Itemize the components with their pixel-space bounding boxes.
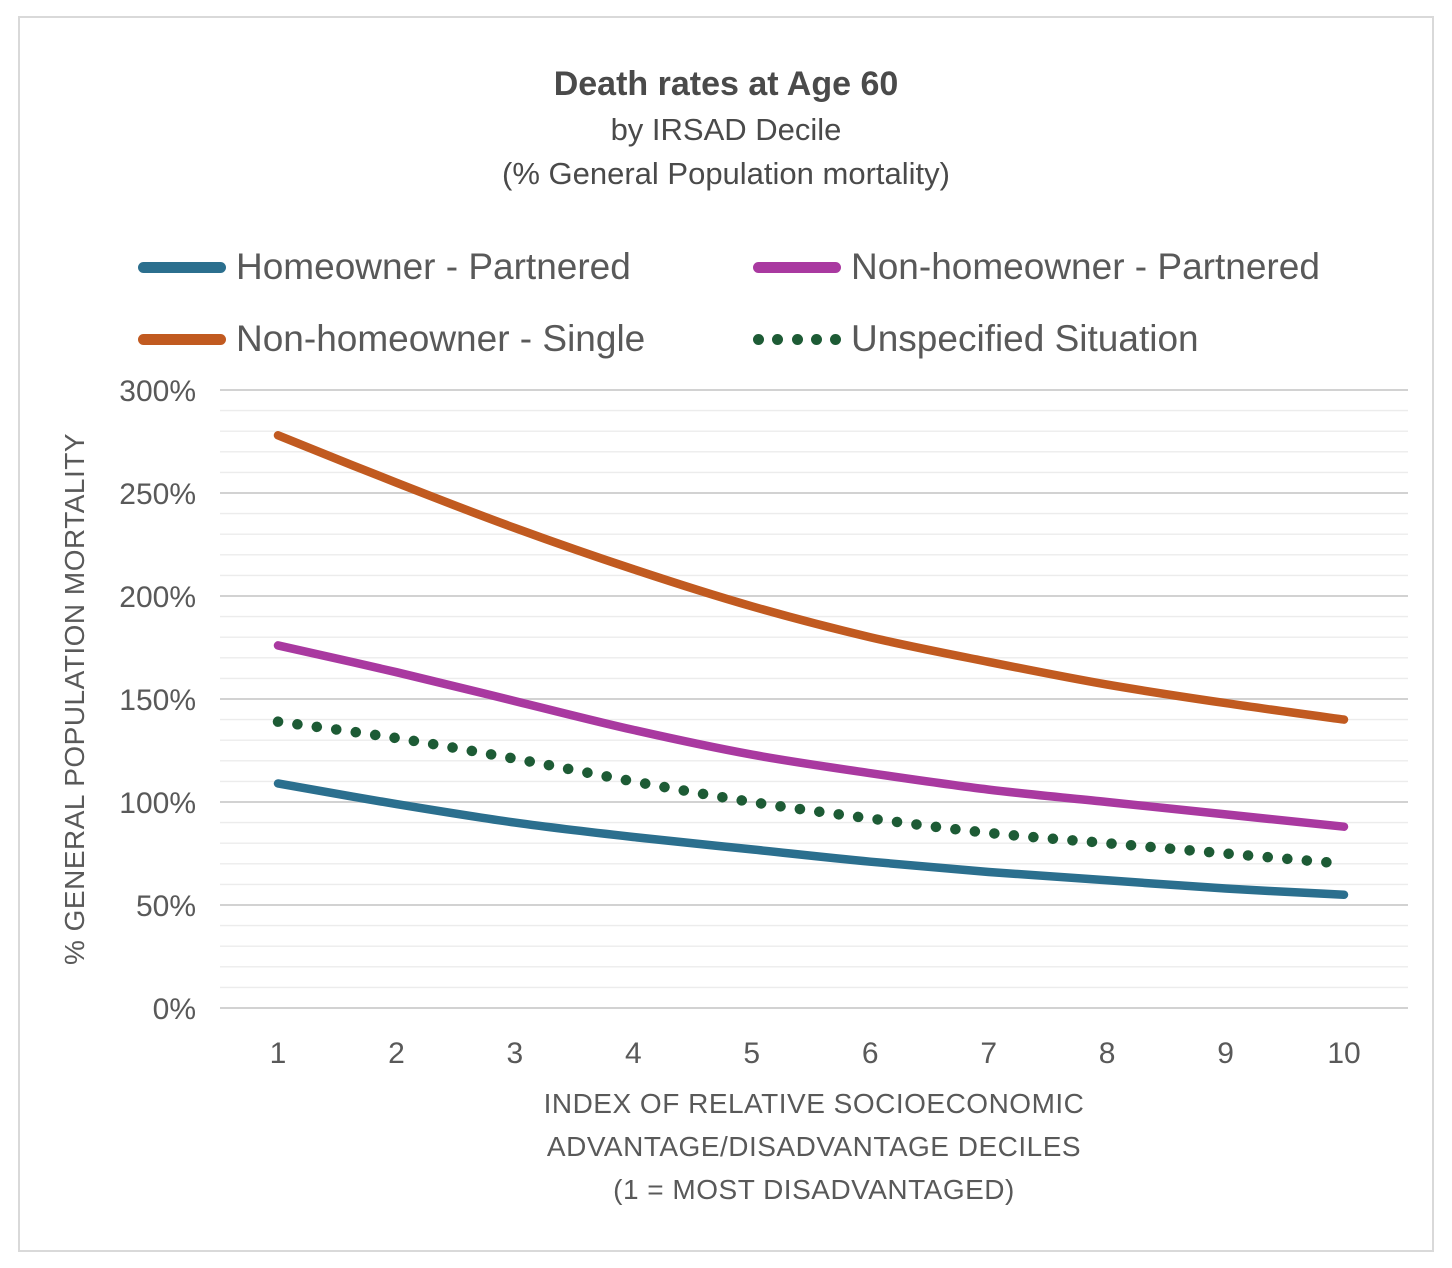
- x-tick-label: 6: [862, 1037, 879, 1070]
- series-line-homeowner-partnered: [273, 779, 1349, 899]
- legend-item-unspecified-situation: Unspecified Situation: [753, 316, 1378, 362]
- chart-frame: Death rates at Age 60 by IRSAD Decile (%…: [18, 16, 1434, 1252]
- y-tick-label: 150%: [119, 684, 196, 717]
- chart-title-line2: by IRSAD Decile: [610, 111, 842, 147]
- legend-label-non-homeowner-partnered: Non-homeowner - Partnered: [851, 246, 1320, 287]
- chart-title-line1: Death rates at Age 60: [553, 65, 899, 103]
- x-tick-label: 8: [1099, 1037, 1116, 1070]
- legend-swatch-homeowner-partnered-icon: [138, 261, 226, 273]
- x-axis-title-line: ADVANTAGE/DISADVANTAGE DECILES: [547, 1131, 1081, 1162]
- x-tick-label: 9: [1217, 1037, 1234, 1070]
- x-axis-tick-labels: 1 2 3 4 5 6 7 8 9 10: [270, 1037, 1361, 1070]
- y-tick-label: 0%: [153, 993, 196, 1026]
- series-line-non-homeowner-single: [273, 431, 1349, 724]
- legend-item-non-homeowner-partnered: Non-homeowner - Partnered: [753, 244, 1378, 290]
- x-axis-title-line: (1 = MOST DISADVANTAGED): [613, 1174, 1015, 1205]
- x-tick-label: 5: [743, 1037, 760, 1070]
- x-tick-label: 3: [507, 1037, 524, 1070]
- x-tick-label: 2: [388, 1037, 405, 1070]
- x-axis-title-line: INDEX OF RELATIVE SOCIOECONOMIC: [544, 1088, 1085, 1119]
- gridlines: [220, 389, 1408, 1009]
- y-tick-label: 300%: [119, 375, 196, 408]
- y-tick-label: 200%: [119, 581, 196, 614]
- series-line-unspecified-situation: [272, 716, 1350, 870]
- x-tick-label: 7: [980, 1037, 997, 1070]
- legend-label-unspecified-situation: Unspecified Situation: [851, 318, 1199, 359]
- y-axis-title: % GENERAL POPULATION MORTALITY: [59, 433, 90, 965]
- y-tick-label: 250%: [119, 478, 196, 511]
- y-tick-label: 100%: [119, 787, 196, 820]
- chart-title-line3: (% General Population mortality): [502, 155, 950, 191]
- x-tick-label: 1: [270, 1037, 287, 1070]
- x-tick-label: 4: [625, 1037, 642, 1070]
- legend-swatch-unspecified-situation-icon: [753, 333, 841, 345]
- legend-swatch-non-homeowner-partnered-icon: [753, 261, 841, 273]
- legend-item-non-homeowner-single: Non-homeowner - Single: [138, 316, 753, 362]
- legend: Homeowner - Partnered Non-homeowner - Pa…: [138, 244, 1378, 362]
- y-axis-tick-labels: 0% 50% 100% 150% 200% 250% 300%: [119, 375, 196, 1026]
- legend-item-homeowner-partnered: Homeowner - Partnered: [138, 244, 753, 290]
- x-tick-label: 10: [1327, 1037, 1360, 1070]
- chart-title: Death rates at Age 60 by IRSAD Decile (%…: [20, 62, 1432, 196]
- legend-label-homeowner-partnered: Homeowner - Partnered: [236, 246, 631, 287]
- series-line-non-homeowner-partnered: [273, 641, 1349, 831]
- y-tick-label: 50%: [136, 890, 196, 923]
- legend-swatch-non-homeowner-single-icon: [138, 333, 226, 345]
- legend-label-non-homeowner-single: Non-homeowner - Single: [236, 318, 646, 359]
